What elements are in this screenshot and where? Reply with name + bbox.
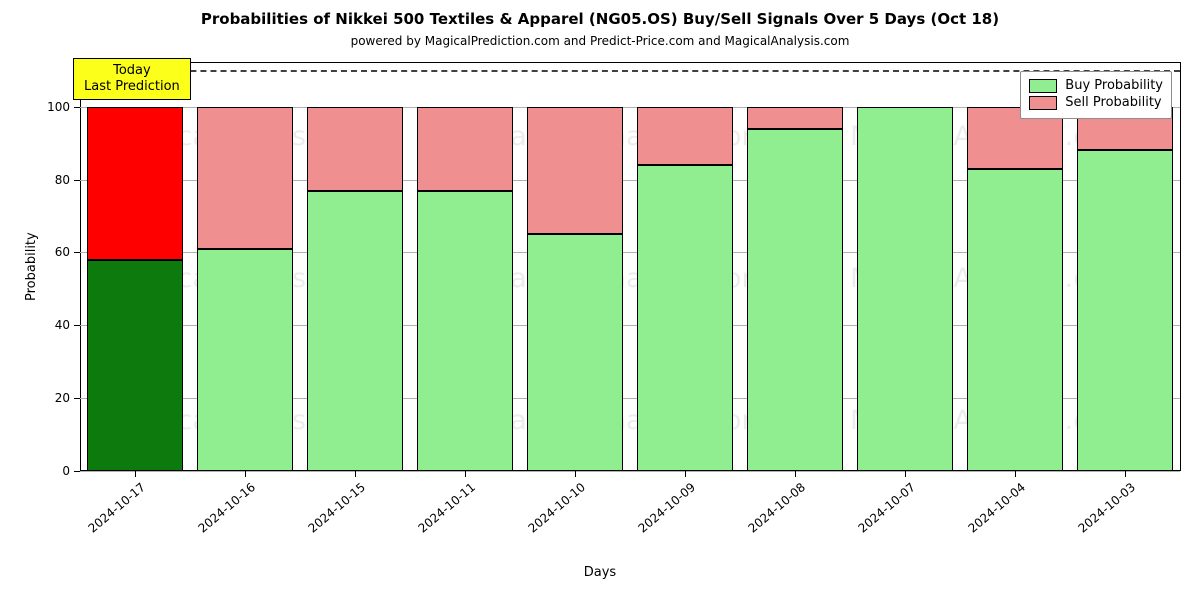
annotation-line: Today: [84, 63, 180, 79]
bar-buy: [197, 249, 294, 471]
x-tick-mark: [245, 471, 246, 477]
x-tick-mark: [1125, 471, 1126, 477]
x-tick-label: 2024-10-15: [287, 480, 368, 551]
bar-buy: [747, 129, 844, 471]
chart-title: Probabilities of Nikkei 500 Textiles & A…: [0, 10, 1200, 28]
bar-buy: [417, 191, 514, 472]
x-tick-label: 2024-10-07: [837, 480, 918, 551]
x-tick-mark: [355, 471, 356, 477]
bar-buy: [967, 169, 1064, 471]
x-tick-mark: [465, 471, 466, 477]
bar-sell: [197, 107, 294, 249]
bar-group: [637, 107, 734, 471]
bar-sell: [417, 107, 514, 191]
y-tick-label: 0: [62, 464, 80, 478]
plot-area: MagicalAnalysis.comMagicalAnalysis.comMa…: [80, 62, 1181, 471]
bar-group: [527, 107, 624, 471]
chart-figure: Probabilities of Nikkei 500 Textiles & A…: [0, 0, 1200, 600]
y-axis-label: Probability: [24, 232, 39, 301]
bar-group: [967, 107, 1064, 471]
x-tick-label: 2024-10-08: [727, 480, 808, 551]
bar-buy: [637, 165, 734, 471]
y-tick-label: 100: [47, 100, 80, 114]
x-tick-mark: [575, 471, 576, 477]
y-tick-label: 80: [55, 173, 80, 187]
bar-buy: [527, 234, 624, 471]
y-tick-label: 40: [55, 318, 80, 332]
x-tick-mark: [1015, 471, 1016, 477]
annotation-line: Last Prediction: [84, 79, 180, 95]
legend-label: Sell Probability: [1065, 95, 1161, 112]
x-tick-label: 2024-10-09: [617, 480, 698, 551]
chart-subtitle: powered by MagicalPrediction.com and Pre…: [0, 34, 1200, 48]
bar-sell: [527, 107, 624, 235]
bar-sell: [87, 107, 184, 260]
bar-group: [417, 107, 514, 471]
legend-item: Buy Probability: [1029, 78, 1163, 95]
bar-sell: [747, 107, 844, 129]
x-axis-label: Days: [0, 565, 1200, 580]
legend-swatch: [1029, 96, 1057, 110]
bar-group: [747, 107, 844, 471]
today-annotation: TodayLast Prediction: [73, 58, 191, 101]
bar-buy: [857, 107, 954, 471]
x-tick-label: 2024-10-11: [397, 480, 478, 551]
x-tick-label: 2024-10-03: [1057, 480, 1138, 551]
legend-label: Buy Probability: [1065, 78, 1163, 95]
bar-group: [307, 107, 404, 471]
bar-sell: [307, 107, 404, 191]
bar-group: [857, 107, 954, 471]
x-tick-label: 2024-10-10: [507, 480, 588, 551]
x-tick-label: 2024-10-04: [947, 480, 1028, 551]
x-tick-mark: [905, 471, 906, 477]
bar-group: [1077, 107, 1174, 471]
bar-sell: [637, 107, 734, 165]
legend-item: Sell Probability: [1029, 95, 1163, 112]
x-tick-mark: [135, 471, 136, 477]
legend-swatch: [1029, 79, 1057, 93]
x-tick-label: 2024-10-16: [177, 480, 258, 551]
bar-group: [87, 107, 184, 471]
x-tick-mark: [795, 471, 796, 477]
bar-group: [197, 107, 294, 471]
bar-buy: [307, 191, 404, 472]
y-axis-line: [80, 63, 81, 471]
y-tick-label: 60: [55, 245, 80, 259]
reference-line: [80, 70, 1180, 72]
bar-buy: [1077, 150, 1174, 471]
legend: Buy ProbabilitySell Probability: [1020, 71, 1172, 119]
x-tick-label: 2024-10-17: [67, 480, 148, 551]
bar-buy: [87, 260, 184, 471]
x-tick-mark: [685, 471, 686, 477]
y-tick-label: 20: [55, 391, 80, 405]
